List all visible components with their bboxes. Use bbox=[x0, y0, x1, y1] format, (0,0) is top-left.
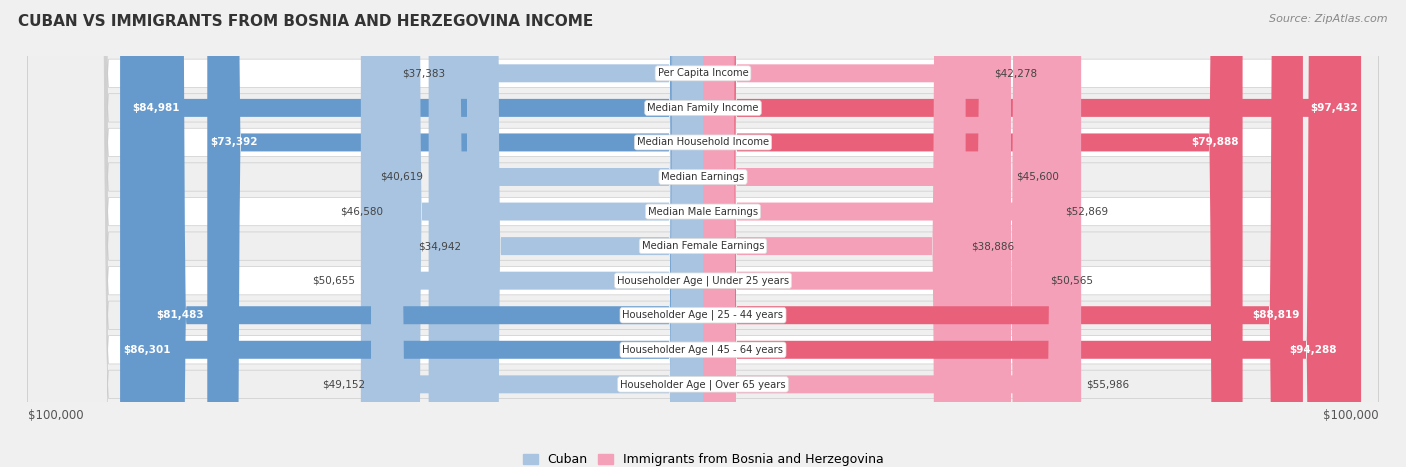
Text: $55,986: $55,986 bbox=[1087, 379, 1129, 389]
Text: Householder Age | 45 - 64 years: Householder Age | 45 - 64 years bbox=[623, 345, 783, 355]
FancyBboxPatch shape bbox=[703, 0, 1045, 467]
Text: CUBAN VS IMMIGRANTS FROM BOSNIA AND HERZEGOVINA INCOME: CUBAN VS IMMIGRANTS FROM BOSNIA AND HERZ… bbox=[18, 14, 593, 29]
FancyBboxPatch shape bbox=[703, 0, 1243, 467]
Text: Median Earnings: Median Earnings bbox=[661, 172, 745, 182]
Legend: Cuban, Immigrants from Bosnia and Herzegovina: Cuban, Immigrants from Bosnia and Herzeg… bbox=[517, 448, 889, 467]
Text: Median Family Income: Median Family Income bbox=[647, 103, 759, 113]
Text: Median Household Income: Median Household Income bbox=[637, 137, 769, 148]
Text: $73,392: $73,392 bbox=[211, 137, 259, 148]
FancyBboxPatch shape bbox=[120, 0, 703, 467]
FancyBboxPatch shape bbox=[703, 0, 1303, 467]
Text: $88,819: $88,819 bbox=[1253, 310, 1299, 320]
FancyBboxPatch shape bbox=[28, 0, 1378, 467]
FancyBboxPatch shape bbox=[703, 0, 966, 467]
FancyBboxPatch shape bbox=[388, 0, 703, 467]
FancyBboxPatch shape bbox=[153, 0, 703, 467]
Text: $94,288: $94,288 bbox=[1289, 345, 1337, 355]
Text: $46,580: $46,580 bbox=[340, 206, 382, 217]
FancyBboxPatch shape bbox=[28, 0, 1378, 467]
Text: $81,483: $81,483 bbox=[156, 310, 204, 320]
FancyBboxPatch shape bbox=[28, 0, 1378, 467]
FancyBboxPatch shape bbox=[467, 0, 703, 467]
FancyBboxPatch shape bbox=[28, 0, 1378, 467]
Text: Per Capita Income: Per Capita Income bbox=[658, 68, 748, 78]
FancyBboxPatch shape bbox=[129, 0, 703, 467]
FancyBboxPatch shape bbox=[450, 0, 703, 467]
Text: $42,278: $42,278 bbox=[994, 68, 1038, 78]
Text: $100,000: $100,000 bbox=[1323, 409, 1378, 422]
Text: $45,600: $45,600 bbox=[1017, 172, 1059, 182]
Text: $50,655: $50,655 bbox=[312, 276, 356, 286]
Text: $50,565: $50,565 bbox=[1050, 276, 1092, 286]
Text: $86,301: $86,301 bbox=[124, 345, 172, 355]
Text: $84,981: $84,981 bbox=[132, 103, 180, 113]
FancyBboxPatch shape bbox=[28, 0, 1378, 467]
Text: $38,886: $38,886 bbox=[972, 241, 1014, 251]
Text: $49,152: $49,152 bbox=[322, 379, 366, 389]
FancyBboxPatch shape bbox=[28, 0, 1378, 467]
FancyBboxPatch shape bbox=[28, 0, 1378, 467]
Text: $97,432: $97,432 bbox=[1310, 103, 1358, 113]
Text: Source: ZipAtlas.com: Source: ZipAtlas.com bbox=[1270, 14, 1388, 24]
FancyBboxPatch shape bbox=[207, 0, 703, 467]
Text: $100,000: $100,000 bbox=[28, 409, 83, 422]
FancyBboxPatch shape bbox=[703, 0, 988, 467]
Text: $37,383: $37,383 bbox=[402, 68, 446, 78]
FancyBboxPatch shape bbox=[703, 0, 1011, 467]
FancyBboxPatch shape bbox=[429, 0, 703, 467]
Text: Median Male Earnings: Median Male Earnings bbox=[648, 206, 758, 217]
Text: Median Female Earnings: Median Female Earnings bbox=[641, 241, 765, 251]
FancyBboxPatch shape bbox=[703, 0, 1361, 467]
Text: Householder Age | 25 - 44 years: Householder Age | 25 - 44 years bbox=[623, 310, 783, 320]
FancyBboxPatch shape bbox=[371, 0, 703, 467]
FancyBboxPatch shape bbox=[28, 0, 1378, 467]
Text: $34,942: $34,942 bbox=[419, 241, 461, 251]
FancyBboxPatch shape bbox=[28, 0, 1378, 467]
Text: $52,869: $52,869 bbox=[1066, 206, 1108, 217]
Text: Householder Age | Over 65 years: Householder Age | Over 65 years bbox=[620, 379, 786, 389]
FancyBboxPatch shape bbox=[361, 0, 703, 467]
Text: $40,619: $40,619 bbox=[380, 172, 423, 182]
FancyBboxPatch shape bbox=[703, 0, 1060, 467]
Text: $79,888: $79,888 bbox=[1192, 137, 1239, 148]
FancyBboxPatch shape bbox=[703, 0, 1081, 467]
Text: Householder Age | Under 25 years: Householder Age | Under 25 years bbox=[617, 276, 789, 286]
FancyBboxPatch shape bbox=[28, 0, 1378, 467]
FancyBboxPatch shape bbox=[703, 0, 1340, 467]
